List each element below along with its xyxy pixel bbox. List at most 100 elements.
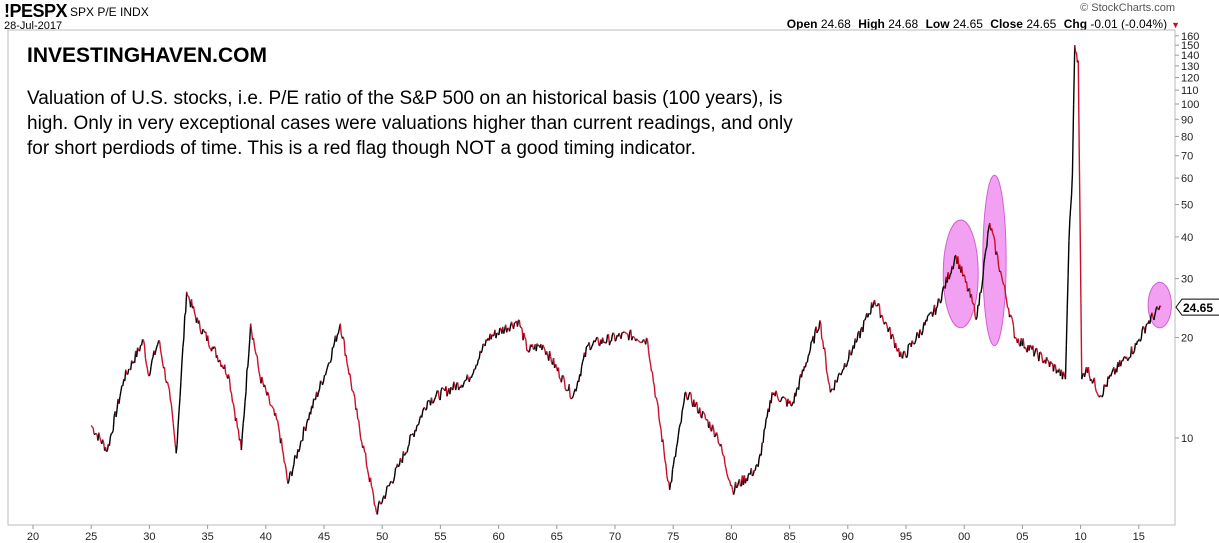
price-segment — [477, 358, 480, 361]
price-segment — [322, 374, 326, 382]
price-segment — [834, 379, 837, 382]
price-segment — [877, 302, 880, 306]
price-segment — [543, 346, 546, 350]
price-segment — [568, 384, 571, 398]
price-segment — [183, 315, 186, 339]
price-segment — [738, 479, 742, 487]
price-segment — [721, 451, 724, 456]
chg-value: -0.01 (-0.04%) — [1090, 17, 1168, 31]
price-segment — [171, 413, 174, 424]
price-segment — [430, 397, 434, 404]
price-segment — [641, 341, 644, 344]
price-segment — [585, 345, 588, 348]
price-segment — [353, 393, 356, 399]
price-segment — [821, 338, 824, 341]
price-segment — [638, 340, 641, 343]
price-segment — [620, 332, 623, 339]
price-segment — [169, 399, 173, 405]
price-segment — [371, 488, 375, 496]
y-tick-label: 160 — [1181, 31, 1199, 43]
x-tick-label: 05 — [1016, 531, 1028, 543]
price-segment — [138, 344, 142, 352]
price-segment — [356, 408, 359, 420]
price-segment — [149, 366, 152, 374]
price-segment — [525, 339, 528, 351]
price-segment — [1140, 329, 1143, 340]
price-segment — [752, 470, 755, 476]
price-segment — [272, 407, 275, 410]
y-tick-label: 10 — [1181, 433, 1193, 445]
price-segment — [159, 350, 163, 357]
price-segment — [111, 430, 114, 434]
price-segment — [948, 274, 951, 280]
price-segment — [1133, 342, 1137, 351]
price-segment — [558, 377, 561, 380]
price-segment — [632, 335, 635, 338]
price-segment — [816, 330, 819, 334]
price-segment — [342, 336, 345, 341]
x-tick-label: 80 — [725, 531, 737, 543]
price-segment — [701, 410, 704, 419]
price-segment — [764, 418, 767, 429]
price-segment — [581, 358, 585, 363]
price-segment — [523, 332, 526, 338]
price-segment — [418, 418, 421, 424]
price-segment — [190, 299, 194, 309]
price-segment — [807, 353, 810, 357]
price-segment — [751, 474, 754, 477]
price-segment — [1052, 364, 1056, 372]
price-segment — [1144, 325, 1147, 334]
price-segment — [471, 372, 474, 376]
x-tick-label: 30 — [143, 531, 155, 543]
y-tick-label: 70 — [1181, 151, 1193, 163]
annotation-text: Valuation of U.S. stocks, i.e. P/E ratio… — [27, 88, 793, 159]
price-segment — [903, 350, 907, 356]
price-segment — [1067, 240, 1070, 277]
price-segment — [643, 339, 646, 342]
x-tick-label: 15 — [1133, 531, 1145, 543]
price-segment — [350, 381, 353, 391]
price-segment — [705, 418, 707, 421]
price-segment — [432, 399, 436, 403]
price-segment — [873, 299, 877, 306]
price-segment — [466, 374, 470, 380]
price-segment — [557, 367, 561, 379]
price-segment — [887, 328, 890, 333]
price-segment — [984, 249, 987, 257]
price-segment — [726, 473, 729, 478]
price-segment — [804, 362, 808, 368]
x-tick-label: 00 — [958, 531, 970, 543]
price-segment — [225, 373, 228, 376]
price-segment — [256, 355, 259, 366]
price-segment — [827, 381, 831, 385]
price-segment — [727, 476, 730, 481]
price-segment — [626, 333, 629, 336]
price-segment — [393, 475, 396, 481]
price-segment — [645, 337, 649, 341]
price-segment — [271, 405, 274, 408]
price-segment — [181, 347, 184, 364]
price-segment — [580, 361, 584, 367]
price-segment — [1078, 144, 1081, 216]
y-tick-label: 140 — [1181, 50, 1199, 62]
price-segment — [1012, 325, 1016, 339]
price-segment — [829, 389, 832, 393]
price-segment — [373, 504, 376, 507]
price-segment — [507, 327, 510, 330]
price-segment — [176, 425, 179, 445]
price-segment — [1120, 360, 1123, 367]
price-segment — [826, 374, 830, 382]
price-segment — [357, 418, 360, 421]
price-segment — [1072, 45, 1076, 105]
price-segment — [712, 427, 716, 438]
price-segment — [492, 334, 495, 337]
price-segment — [584, 346, 588, 357]
price-segment — [184, 312, 187, 316]
price-segment — [151, 357, 154, 361]
price-segment — [652, 381, 656, 386]
price-segment — [249, 323, 253, 332]
price-segment — [177, 410, 180, 427]
price-segment — [906, 344, 910, 356]
price-segment — [1034, 348, 1037, 353]
ohlc-readout: Open 24.68 High 24.68 Low 24.65 Close 24… — [787, 17, 1184, 31]
